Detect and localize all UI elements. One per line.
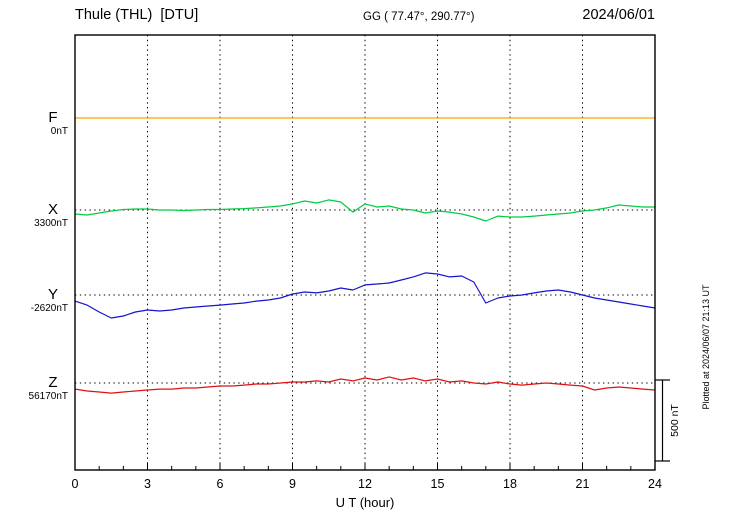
x-tick-label: 24 xyxy=(648,477,662,491)
trace-X xyxy=(74,199,655,222)
x-tick-label: 18 xyxy=(503,477,517,491)
trace-Z xyxy=(74,376,656,394)
station-title: Thule (THL) [DTU] xyxy=(75,7,199,23)
component-baseline-value-F: 0nT xyxy=(51,126,68,137)
x-tick-label: 21 xyxy=(576,477,590,491)
geographic-coordinates: GG ( 77.47°, 290.77°) xyxy=(363,11,475,23)
scale-bar-label: 500 nT xyxy=(669,404,681,437)
plot-frame xyxy=(74,34,656,471)
plotted-at-note: Plotted at 2024/06/07 21:13 UT xyxy=(701,284,711,410)
component-label-X: X xyxy=(48,201,58,218)
component-label-Z: Z xyxy=(48,374,57,391)
x-tick-label: 3 xyxy=(144,477,151,491)
x-axis-title: U T (hour) xyxy=(335,495,395,510)
component-baseline-value-Z: 56170nT xyxy=(29,391,68,402)
x-tick-label: 15 xyxy=(431,477,445,491)
x-tick-label: 6 xyxy=(217,477,224,491)
x-tick-label: 9 xyxy=(289,477,296,491)
x-tick-label: 0 xyxy=(72,477,79,491)
plot-date: 2024/06/01 xyxy=(582,7,655,23)
component-label-Y: Y xyxy=(48,286,58,303)
component-baseline-value-X: 3300nT xyxy=(34,218,68,229)
component-label-F: F xyxy=(48,109,57,126)
component-baseline-value-Y: -2620nT xyxy=(31,303,68,314)
x-tick-label: 12 xyxy=(358,477,372,491)
trace-Y xyxy=(74,272,656,319)
